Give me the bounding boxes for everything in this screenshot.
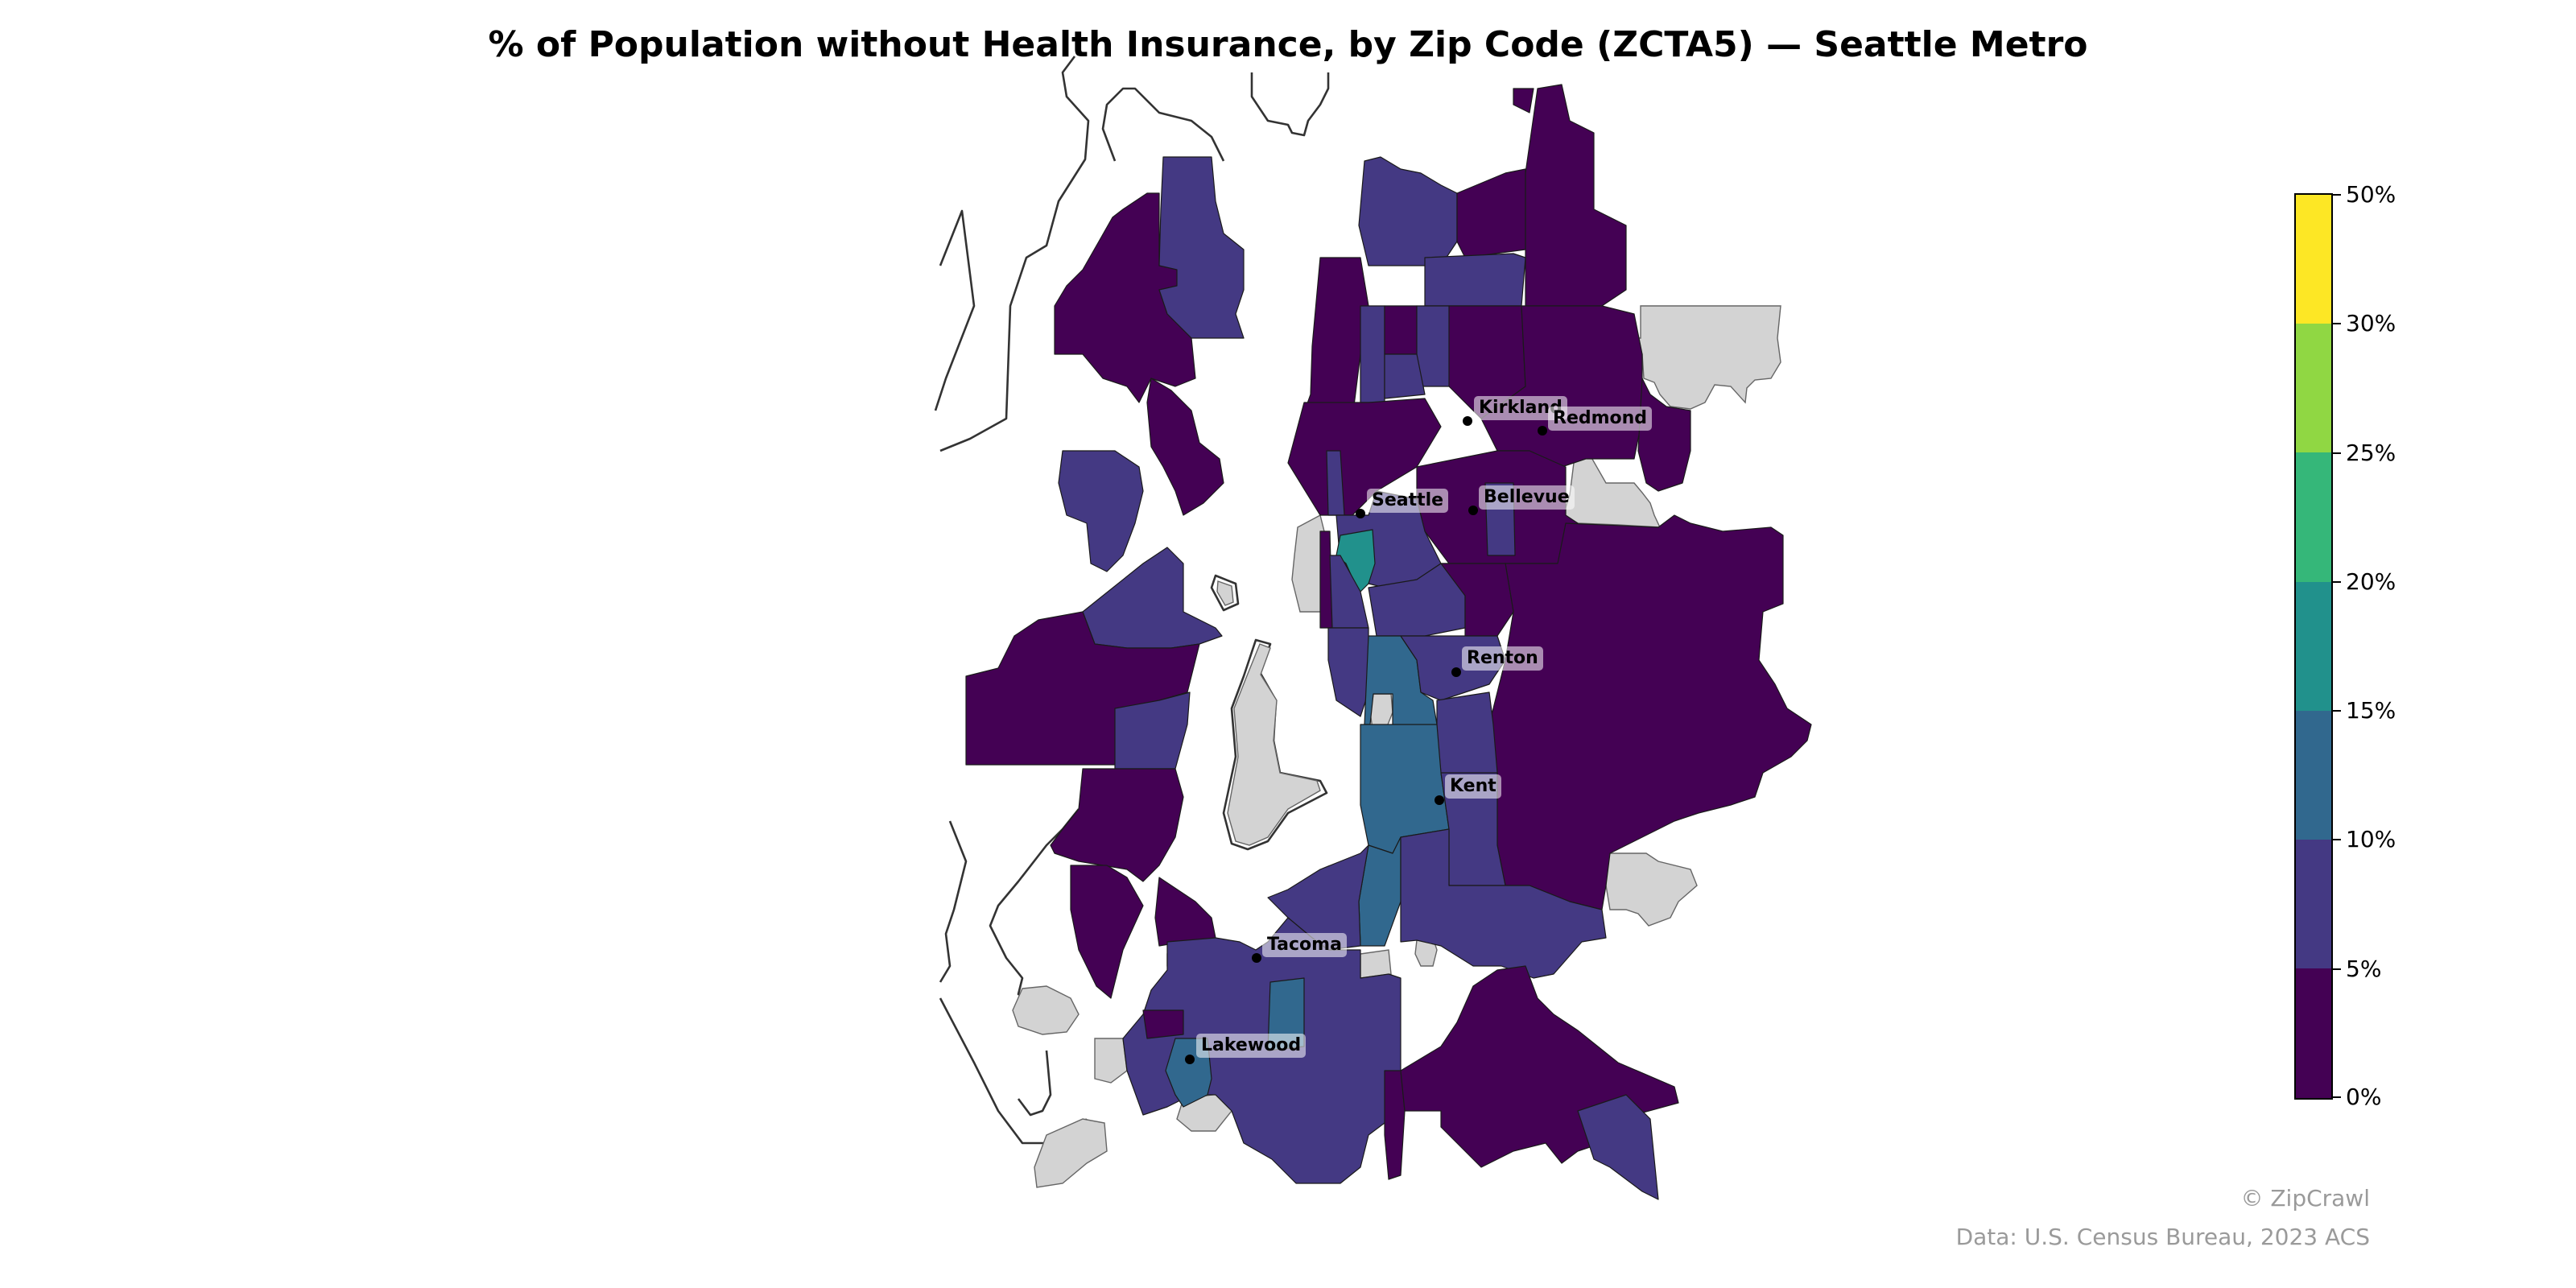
zip-renton-south [1436, 691, 1498, 778]
city-label-bellevue: Bellevue [1479, 485, 1575, 510]
zip-ruston [1154, 877, 1216, 947]
colorbar-tick [2331, 839, 2341, 840]
zip-bothell-north [1525, 84, 1627, 307]
anderson-island-nodata [1034, 1118, 1108, 1188]
data-source-note: Data: U.S. Census Bureau, 2023 ACS [1955, 1224, 2370, 1250]
zip-north-strip [1513, 88, 1534, 114]
colorbar-tick-label: 50% [2346, 181, 2396, 208]
renton-marker-icon [1451, 667, 1461, 677]
steilacoom-nodata [1094, 1038, 1128, 1084]
zip-redmond-east [1637, 378, 1691, 492]
colorbar-bin-15-20 [2296, 581, 2331, 711]
zip-auburn [1400, 828, 1607, 979]
colorbar-tick-label: 0% [2346, 1084, 2382, 1110]
fife-nodata [1360, 949, 1392, 979]
city-label-redmond: Redmond [1548, 407, 1653, 431]
city-label-kent: Kent [1445, 774, 1501, 799]
colorbar-tick-label: 25% [2346, 440, 2396, 466]
zip-buckley [1577, 1094, 1659, 1200]
colorbar-bin-25-30 [2296, 324, 2331, 453]
zip-university-place [1142, 1009, 1184, 1039]
zip-green-lake [1384, 305, 1418, 355]
enumclaw-nodata [1605, 852, 1698, 927]
chart-title: % of Population without Health Insurance… [488, 24, 2088, 65]
redmond-marker-icon [1538, 426, 1547, 436]
colorbar-tick [2331, 194, 2341, 196]
no-data-layer [1012, 305, 1781, 1188]
zip-silverdale [1058, 450, 1144, 572]
zip-greenwood [1360, 305, 1385, 403]
colorbar-tick-label: 5% [2346, 956, 2382, 982]
zip-queen-anne [1287, 398, 1442, 516]
blake-island-nodata [1216, 580, 1234, 606]
colorbar-tick [2331, 710, 2341, 712]
zip-shoreline [1358, 156, 1458, 266]
colorbar-tick-label: 30% [2346, 310, 2396, 336]
kirkland-marker-icon [1463, 416, 1472, 426]
colorbar-tick [2331, 968, 2341, 970]
tacoma-marker-icon [1252, 953, 1261, 963]
colorbar-tick [2331, 581, 2341, 583]
zip-kenmore [1456, 168, 1526, 258]
colorbar-bin-0-5 [2296, 968, 2331, 1098]
copyright-credit: © ZipCrawl [2240, 1185, 2370, 1212]
seattle-marker-icon [1356, 509, 1365, 518]
lakewood-marker-icon [1185, 1055, 1195, 1064]
zip-east-king [1488, 514, 1812, 910]
zip-polygons-layer [965, 84, 1812, 1200]
colorbar-tick [2331, 1096, 2341, 1098]
west-seattle-nodata [1291, 514, 1325, 613]
colorbar-bin-5-10 [2296, 840, 2331, 969]
colorbar-bin-30-50 [2296, 195, 2331, 324]
zip-federal-way [1267, 844, 1369, 951]
city-label-tacoma: Tacoma [1262, 933, 1347, 957]
city-label-seattle: Seattle [1367, 489, 1449, 513]
colorbar-tick-label: 15% [2346, 697, 2396, 724]
zip-west-seattle [1329, 555, 1369, 629]
zip-gig-harbor [1070, 865, 1144, 999]
vashon-island-nodata [1227, 643, 1321, 846]
zip-wallingford [1384, 353, 1426, 399]
city-label-renton: Renton [1462, 646, 1543, 671]
colorbar-tick [2331, 452, 2341, 454]
kent-marker-icon [1435, 795, 1444, 805]
city-markers [1185, 416, 1547, 1064]
fox-island-nodata [1012, 985, 1080, 1035]
zip-lake-forest-park [1424, 253, 1526, 307]
colorbar-tick [2331, 323, 2341, 324]
seatac-nodata [1369, 693, 1393, 729]
coastline-layer [934, 56, 1330, 1145]
colorbar-bin-20-25 [2296, 452, 2331, 582]
colorbar-legend [2294, 193, 2333, 1100]
colorbar-tick-label: 20% [2346, 568, 2396, 595]
city-label-lakewood: Lakewood [1196, 1034, 1307, 1058]
zip-puyallup-strip [1384, 1070, 1406, 1180]
zip-bainbridge [1146, 378, 1224, 516]
zip-hansville [1158, 156, 1245, 339]
zip-olalla [1050, 768, 1184, 882]
zip-burien [1327, 627, 1369, 717]
colorbar-tick-label: 10% [2346, 826, 2396, 852]
colorbar-bin-10-15 [2296, 710, 2331, 840]
bellevue-marker-icon [1468, 506, 1478, 515]
